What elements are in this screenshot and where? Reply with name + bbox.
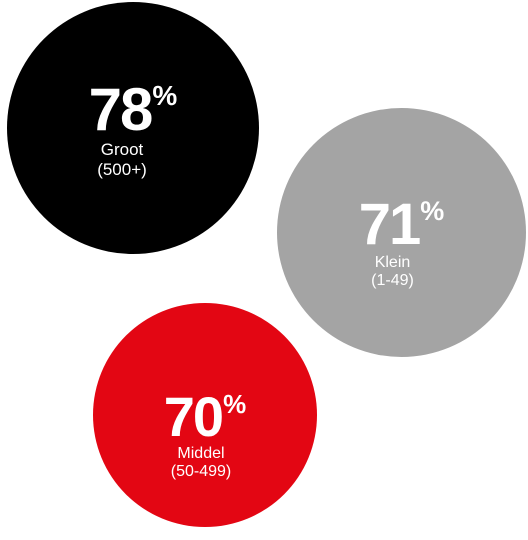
bubble-klein-content: 71% Klein (1-49) — [277, 196, 526, 291]
value-line-groot: 78% — [89, 80, 178, 140]
label-middel: Middel — [177, 445, 225, 462]
range-klein: (1-49) — [371, 272, 414, 290]
unit-middel: % — [223, 389, 247, 419]
bubble-groot: 78% Groot (500+) — [7, 2, 259, 254]
label-klein: Klein — [374, 254, 411, 271]
value-groot: 78 — [88, 76, 154, 143]
range-groot: (500+) — [97, 159, 147, 179]
unit-groot: % — [152, 80, 178, 111]
bubble-middel: 70% Middel (50-499) — [93, 303, 317, 527]
value-line-middel: 70% — [164, 389, 246, 445]
bubble-klein: 71% Klein (1-49) — [277, 108, 526, 357]
value-line-klein: 71% — [359, 196, 445, 254]
value-klein: 71 — [358, 192, 421, 257]
bubble-groot-content: 78% Groot (500+) — [7, 80, 259, 179]
range-middel: (50-499) — [170, 463, 232, 481]
label-groot: Groot — [100, 140, 144, 159]
value-middel: 70 — [163, 385, 224, 448]
bubble-middel-content: 70% Middel (50-499) — [93, 389, 317, 482]
unit-klein: % — [420, 196, 445, 226]
